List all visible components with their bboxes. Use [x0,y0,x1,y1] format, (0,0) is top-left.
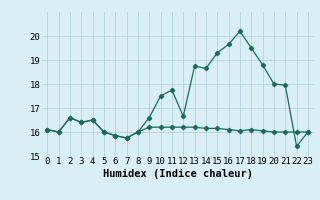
X-axis label: Humidex (Indice chaleur): Humidex (Indice chaleur) [103,169,252,179]
